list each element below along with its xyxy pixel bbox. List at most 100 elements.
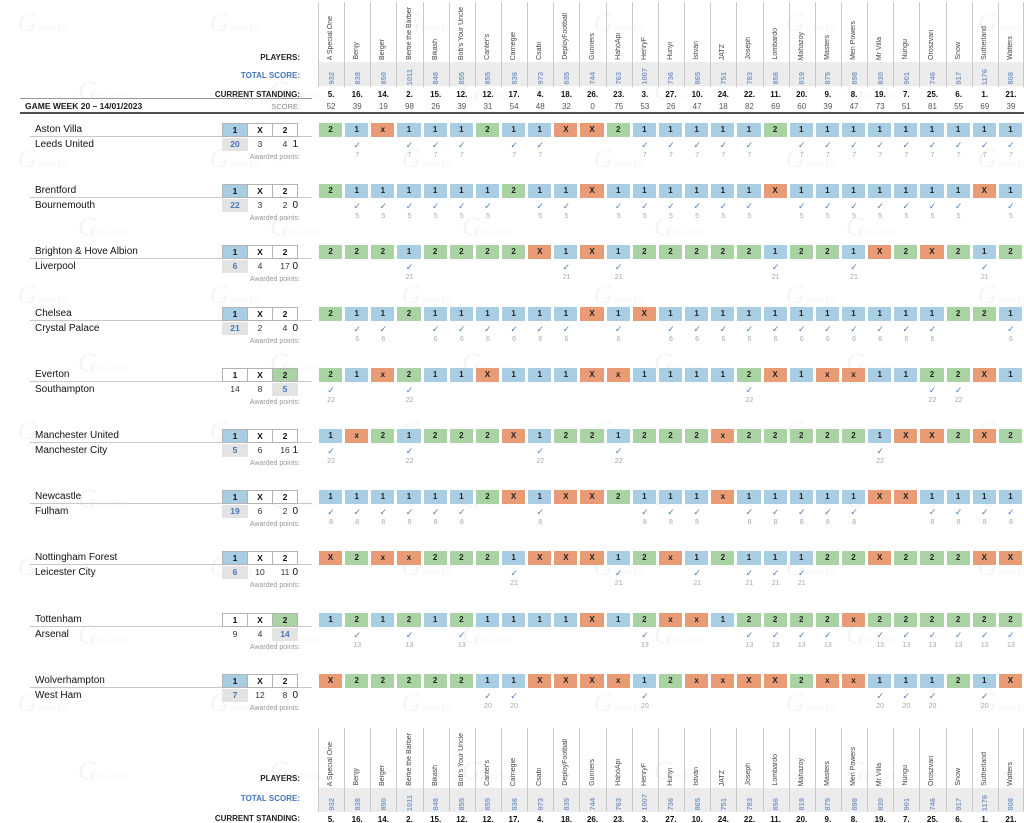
awarded-points-value: 6 [878,335,883,343]
outcome-header-x: X [247,123,273,137]
total-score-cell: 1011 [396,789,422,811]
column-separator [710,2,712,87]
awarded-points-value: 5 [407,213,412,221]
prediction-cell: X [554,551,578,566]
correct-check-icon: ✓ [353,629,361,640]
correct-check-icon: ✓ [745,629,754,640]
prediction-cell: x [606,367,630,382]
prediction-cell: X [502,490,526,505]
correct-check-icon: ✓ [850,262,858,273]
score-value: 47 [849,102,859,111]
awarded-points-value: 5 [459,213,464,221]
column-separator [893,728,895,811]
total-score-value: 848 [431,72,441,85]
prediction-cell: x [841,612,866,627]
column-separator [657,728,659,811]
prediction-cell: 2 [789,673,813,688]
awarded-points-label: Awarded points: [249,643,300,651]
prediction-cell: 1 [606,551,630,566]
correct-check-icon: ✓ [824,629,832,640]
player-name-label: Joseph [745,37,753,60]
correct-check-icon: ✓ [327,446,335,456]
standing-value: 15. [430,90,442,99]
awarded-points-value: 13 [640,641,649,649]
prediction-cell: X [319,673,343,688]
score-value: 19 [378,102,388,111]
prediction-cell: 1 [345,123,369,137]
awarded-points-value: 7 [747,152,752,159]
prediction-cell: 2 [345,612,369,627]
total-score-cell: 973 [527,789,553,811]
player-name-label: Bertie the Barber [405,7,413,60]
correct-check-icon: ✓ [431,140,440,150]
away-team-score: 0 [292,261,298,273]
prediction-cell: x [606,673,630,688]
total-score-cell: 808 [998,63,1024,85]
total-score-cell: 865 [684,789,710,811]
player-column-name: Csabi [527,2,553,60]
home-team-name: Tottenham [35,613,82,625]
correct-check-icon: ✓ [745,140,754,150]
prediction-cell: X [580,245,604,260]
home-team-name: Brentford [35,185,77,197]
prediction-cell: 1 [998,123,1022,137]
score-value: 26 [666,102,676,111]
column-separator [344,2,346,87]
correct-check-icon: ✓ [667,201,675,212]
prediction-cell: 1 [789,184,813,199]
total-score-cell: 898 [841,63,867,85]
awarded-points-value: 7 [1008,152,1013,159]
prediction-cell: X [972,429,996,443]
prediction-cell: 1 [972,490,996,505]
correct-check-icon: ✓ [771,323,780,334]
awarded-points-value: 22 [536,458,545,465]
correct-check-icon: ✓ [745,201,754,212]
correct-check-icon: ✓ [876,140,884,150]
total-score-cell: 838 [344,63,370,85]
correct-check-icon: ✓ [693,507,701,518]
player-name-label: Mahazoy [797,31,805,60]
outcome-header-2: 2 [272,673,298,688]
prediction-cell: X [632,306,656,321]
total-score-value: 783 [744,72,754,85]
standing-value: 26. [586,815,599,823]
total-score-cell: 819 [789,789,815,811]
score-value: 69 [980,102,990,111]
correct-check-icon: ✓ [719,201,728,212]
prediction-cell: X [580,551,604,566]
outcome-count: 14 [272,627,298,641]
awarded-points-value: 5 [904,213,909,221]
prediction-cell: 1 [894,673,918,688]
match-block: Aston Villa2Leeds United1120X324Awarded … [0,122,1024,183]
correct-check-icon: ✓ [850,201,858,212]
gameweek-title: GAME WEEK 20 – 14/01/2023 [25,101,143,111]
player-column-name: Canter's [475,728,501,786]
player-column-name: Gunners [579,2,605,60]
standing-value: 16. [351,90,363,99]
player-column-name: HahóApi [606,2,632,60]
away-team-score: 0 [292,322,298,334]
column-separator [474,728,476,811]
correct-check-icon: ✓ [405,629,414,640]
player-column-name: Mahazoy [789,728,815,786]
prediction-cell: 2 [737,245,761,260]
prediction-cell: 1 [894,367,918,382]
correct-check-icon: ✓ [745,568,754,579]
prediction-cell: x [711,429,735,443]
correct-check-icon: ✓ [954,507,963,518]
prediction-cell: 2 [685,245,709,260]
awarded-points-value: 7 [355,152,360,159]
prediction-cell: 2 [475,123,500,137]
outcome-header-1: 1 [222,184,248,199]
player-column-name: Joseph [736,2,762,60]
prediction-cell: 1 [711,367,735,382]
prediction-cell: 1 [449,184,473,199]
correct-check-icon: ✓ [667,140,675,150]
prediction-cell: 1 [841,245,866,260]
prediction-cell: 2 [894,551,918,566]
prediction-cell: 2 [658,673,683,688]
correct-check-icon: ✓ [614,262,623,273]
score-value: 32 [561,102,571,111]
prediction-cell: 1 [763,245,787,260]
player-name-label: Bertie the Barber [405,733,413,786]
